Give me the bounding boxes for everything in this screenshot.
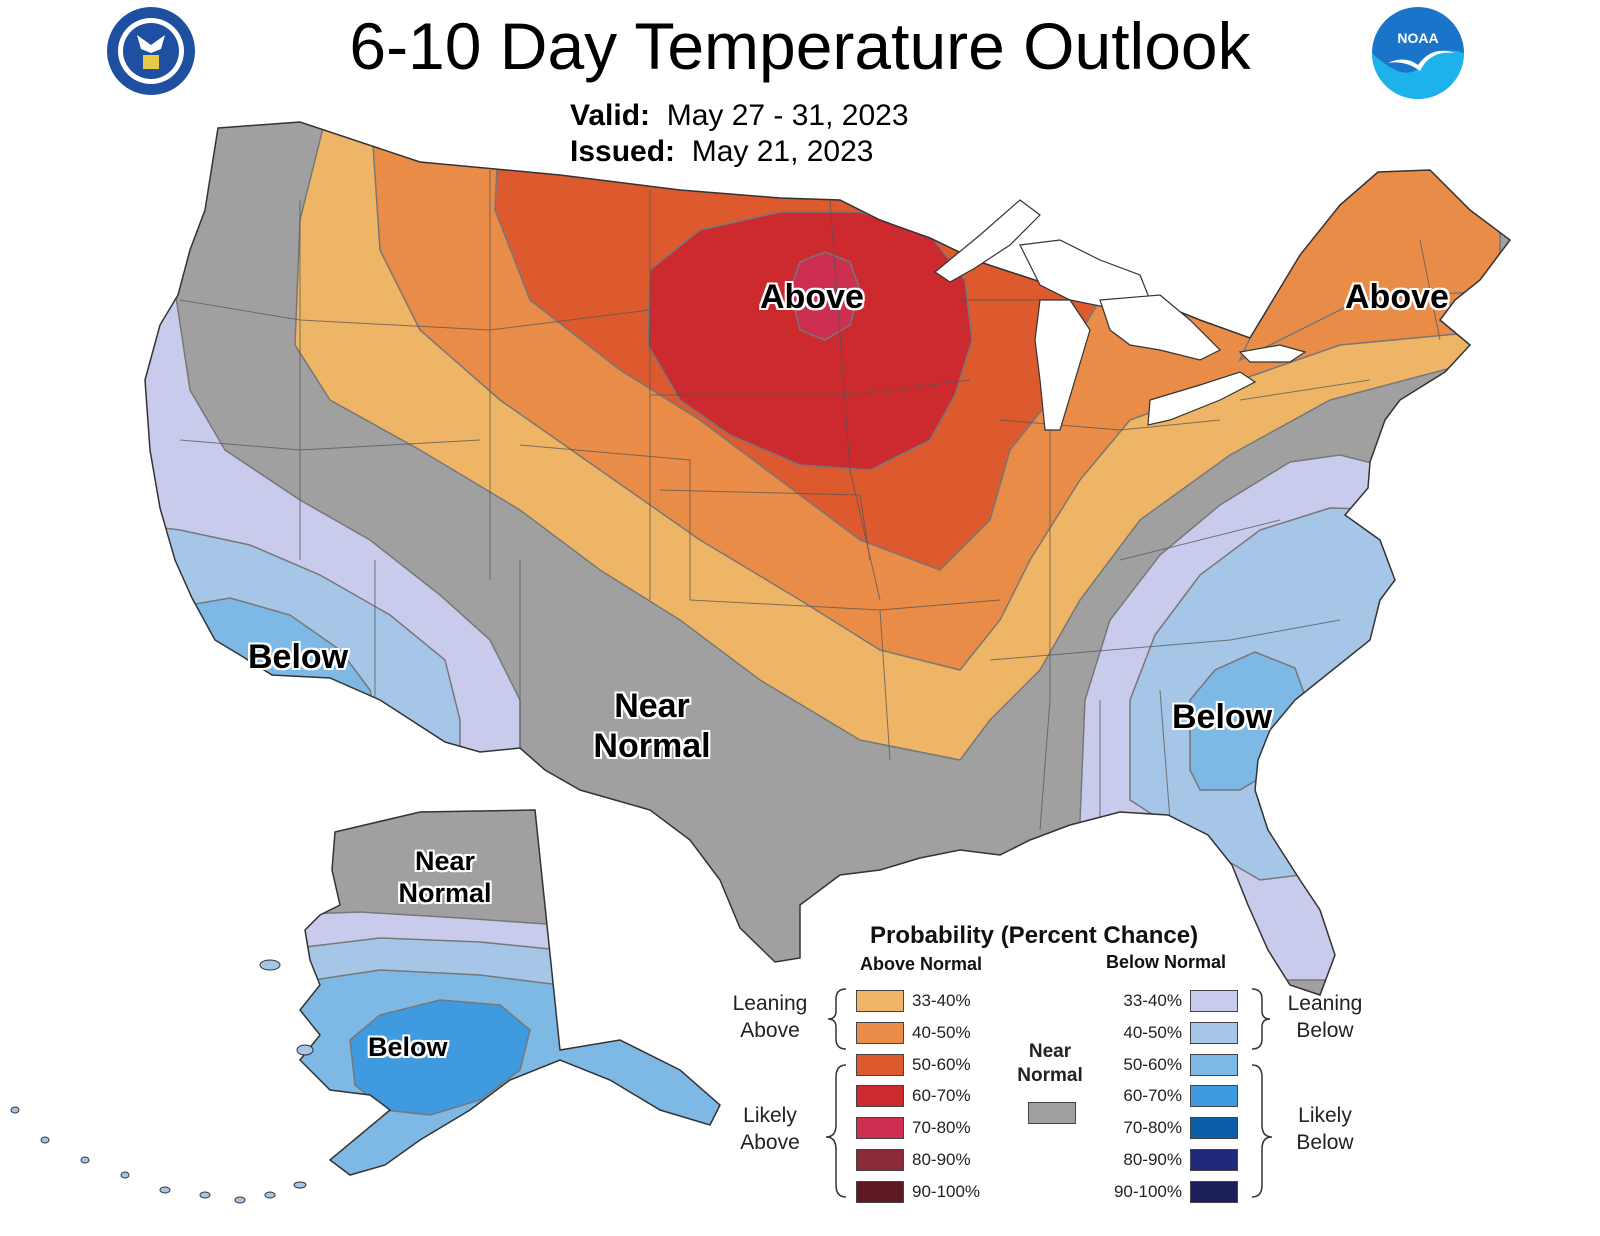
legend-below-swatch-6 (1190, 1181, 1238, 1203)
legend-title: Probability (Percent Chance) (870, 922, 1199, 949)
legend-leaning-below-line2: Below (1296, 1019, 1354, 1042)
issued-value: May 21, 2023 (691, 135, 874, 168)
legend-leaning-below-line1: Leaning (1287, 992, 1363, 1015)
legend-above-braces-icon (825, 988, 847, 1198)
legend-below-range-2: 50-60% (1123, 1055, 1182, 1074)
legend-likely-below-line1: Likely (1298, 1104, 1352, 1127)
legend-above-range-4: 70-80% (912, 1118, 971, 1137)
legend-above-swatch-5 (856, 1149, 904, 1171)
label-alaska-near-normal: Near Normal (385, 845, 505, 909)
label-near-normal-line2: Normal (593, 727, 711, 765)
label-alaska-near-normal-line2: Normal (398, 878, 492, 908)
legend-below-swatch-4 (1190, 1117, 1238, 1139)
legend-below-range-0: 33-40% (1123, 991, 1182, 1010)
legend-above-swatch-3 (856, 1085, 904, 1107)
legend-below-range-5: 80-90% (1123, 1150, 1182, 1169)
legend-leaning-above-line1: Leaning (732, 992, 808, 1015)
legend-below-swatch-5 (1190, 1149, 1238, 1171)
label-near-normal: Near Normal (582, 686, 722, 766)
legend-above-swatch-1 (856, 1022, 904, 1044)
legend-above-range-2: 50-60% (912, 1055, 971, 1074)
legend-above-range-3: 60-70% (912, 1086, 971, 1105)
legend-below-range-6: 90-100% (1113, 1182, 1182, 1201)
legend-near-normal-line1: Near (1028, 1041, 1072, 1062)
legend-below-swatch-1 (1190, 1022, 1238, 1044)
legend-below-swatch-3 (1190, 1085, 1238, 1107)
legend-likely-above-line2: Above (740, 1131, 800, 1154)
page-title: 6-10 Day Temperature Outlook (349, 9, 1251, 83)
label-northeast-above: Above (1345, 278, 1449, 316)
legend-near-normal: Near Normal (1005, 1040, 1095, 1088)
legend-below-swatch-0 (1190, 990, 1238, 1012)
legend-below-swatch-2 (1190, 1054, 1238, 1076)
legend-below-range-1: 40-50% (1123, 1023, 1182, 1042)
legend-above-range-0: 33-40% (912, 991, 971, 1010)
legend-below-range-4: 70-80% (1123, 1118, 1182, 1137)
legend-likely-above: Likely Above (725, 1102, 815, 1156)
legend-above-swatch-6 (856, 1181, 904, 1203)
legend-above-swatch-4 (856, 1117, 904, 1139)
legend-above-range-5: 80-90% (912, 1150, 971, 1169)
label-southeast-below: Below (1172, 698, 1273, 736)
legend-leaning-below: Leaning Below (1280, 990, 1370, 1044)
legend-below-header: Below Normal (1106, 952, 1227, 972)
date-block: Valid: May 27 - 31, 2023 Issued: May 21,… (570, 98, 909, 170)
legend-likely-below: Likely Below (1280, 1102, 1370, 1156)
label-alaska-near-normal-line1: Near (414, 846, 476, 876)
legend-above-swatch-2 (856, 1054, 904, 1076)
legend-above-range-1: 40-50% (912, 1023, 971, 1042)
legend-likely-above-line1: Likely (743, 1104, 797, 1127)
valid-label: Valid: (570, 99, 651, 132)
noaa-logo-icon: NOAA (1372, 7, 1464, 99)
label-upper-midwest-above: Above (760, 278, 864, 316)
legend-leaning-above: Leaning Above (725, 990, 815, 1044)
legend-below-braces-icon (1251, 988, 1273, 1198)
issued-label: Issued: (570, 135, 676, 168)
legend-leaning-above-line2: Above (740, 1019, 800, 1042)
legend-likely-below-line2: Below (1296, 1131, 1354, 1154)
legend-above-range-6: 90-100% (912, 1182, 981, 1201)
label-california-below: Below (248, 638, 349, 676)
legend-above-swatch-0 (856, 990, 904, 1012)
legend-near-normal-line2: Normal (1017, 1065, 1083, 1086)
legend-below-range-3: 60-70% (1123, 1086, 1182, 1105)
department-of-commerce-seal-icon (107, 7, 195, 95)
legend-near-normal-swatch (1028, 1102, 1076, 1124)
label-near-normal-line1: Near (614, 687, 690, 725)
svg-text:NOAA: NOAA (1397, 30, 1438, 46)
legend-above-header: Above Normal (860, 954, 983, 974)
label-alaska-below: Below (368, 1032, 448, 1062)
valid-value: May 27 - 31, 2023 (666, 99, 909, 132)
